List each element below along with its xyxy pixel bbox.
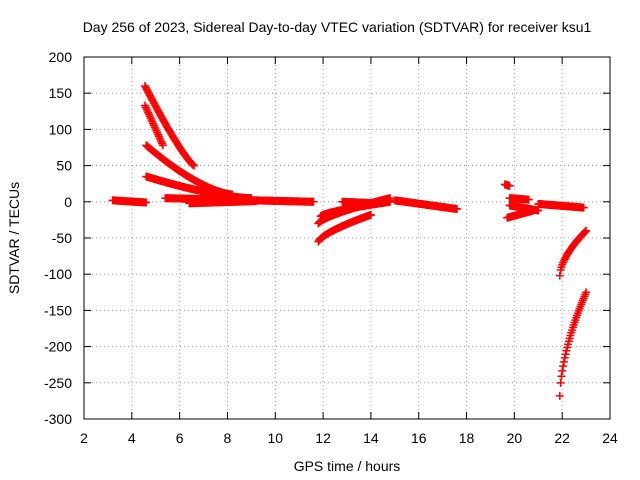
data-points [108,81,591,400]
data-point [146,114,155,123]
data-point [145,110,154,119]
series-arc-l-afternoon [390,196,461,214]
data-point [153,128,162,137]
data-point [152,126,161,135]
x-tick-label: 6 [176,430,184,446]
y-tick-label: 200 [49,49,73,65]
series-arc-h-noon-rise-1 [314,210,375,246]
data-point [555,391,564,400]
x-tick-label: 14 [363,430,379,446]
data-point [560,353,569,362]
series-arc-o-evening-pos [505,194,533,204]
axis-ticks: 2 4 6 8 10 12 14 16 18 20 22 24-300-250-200-150-100… [44,49,618,446]
x-tick-label: 8 [224,430,232,446]
data-point [579,203,588,212]
data-point [147,115,156,124]
data-point [559,357,568,366]
data-point [149,121,158,130]
data-point [149,119,158,128]
data-point [452,205,461,214]
data-point [386,197,395,206]
x-tick-label: 18 [459,430,475,446]
data-point [582,226,591,235]
data-point [142,105,151,114]
data-point [145,112,154,121]
series-arc-a-flat-early [108,196,151,207]
y-tick-label: -50 [52,230,72,246]
data-point [144,108,153,117]
data-point [581,227,590,236]
y-tick-label: -100 [44,266,72,282]
data-point [559,258,568,267]
data-point [151,125,160,134]
data-point [561,350,570,359]
series-arc-r-late-drop-1 [555,226,591,280]
y-tick-label: 150 [49,85,73,101]
data-point [558,366,567,375]
y-tick-label: -200 [44,339,72,355]
x-tick-label: 10 [267,430,283,446]
plot-frame [83,56,611,420]
data-point [580,228,589,237]
data-point [524,195,533,204]
data-point [529,206,538,215]
data-point [143,106,152,115]
data-point [189,161,198,170]
data-point [142,198,151,207]
data-point [309,197,318,206]
data-point [555,271,564,280]
data-point [556,378,565,387]
x-tick-label: 20 [507,430,523,446]
data-point [559,362,568,371]
series-arc-b-high-decay-1 [140,81,198,170]
data-point [140,101,149,110]
data-point [158,139,167,148]
x-tick-label: 12 [315,430,331,446]
grid-lines [84,57,610,419]
x-tick-label: 2 [80,430,88,446]
series-arc-g-negative-morning [185,197,261,208]
y-tick-label: -250 [44,375,72,391]
data-point [154,132,163,141]
data-point [557,372,566,381]
x-tick-label: 24 [602,430,618,446]
data-point [582,288,591,297]
series-arc-n-evening-neg [503,206,538,222]
data-point [141,103,150,112]
data-point [188,160,197,169]
data-point [371,199,380,208]
x-axis-label: GPS time / hours [294,458,401,474]
data-point [154,130,163,139]
series-arc-s-late-drop-2 [555,288,591,400]
y-tick-label: -300 [44,411,72,427]
x-tick-label: 22 [554,430,570,446]
y-tick-label: 0 [64,194,72,210]
y-tick-label: -150 [44,302,72,318]
series-arc-q-late-flat [534,199,588,212]
data-point [157,137,166,146]
series-arc-k-noon-flat [338,197,380,208]
y-axis-label: SDTVAR / TECUs [6,182,22,294]
y-tick-label: 100 [49,121,73,137]
data-point [252,197,261,206]
data-point [156,135,165,144]
data-point [150,123,159,132]
data-point [366,210,375,219]
chart-title: Day 256 of 2023, Sidereal Day-to-day VTE… [83,19,592,35]
y-tick-label: 50 [56,158,72,174]
data-point [155,134,164,143]
data-point [158,141,167,150]
series-arc-c-high-decay-2 [140,101,167,150]
data-point [505,181,514,190]
x-tick-label: 16 [411,430,427,446]
series-arc-p-spike [500,180,514,190]
x-tick-label: 4 [128,430,136,446]
data-point [148,117,157,126]
